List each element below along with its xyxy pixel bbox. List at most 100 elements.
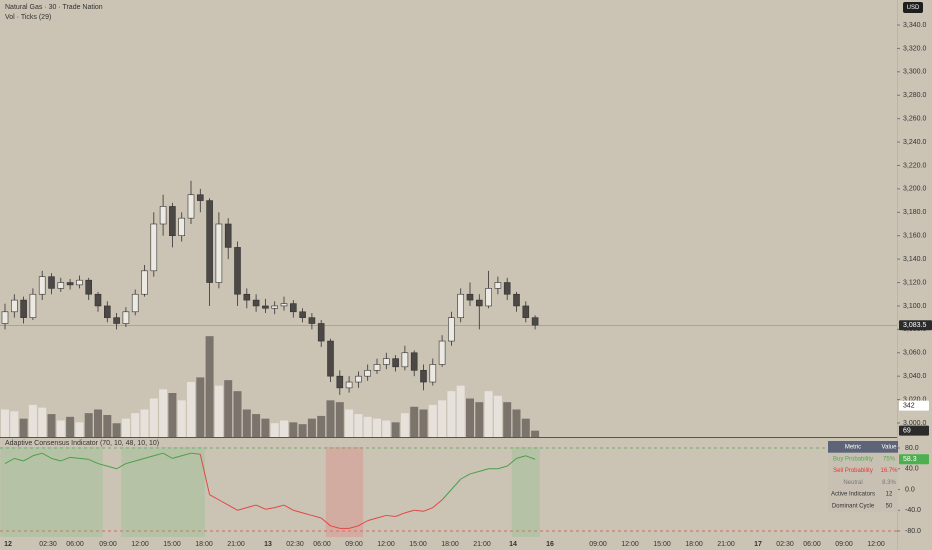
candle-body: [104, 305, 111, 318]
volume-bar: [484, 391, 493, 437]
volume-bar: [233, 391, 242, 437]
x-tick-label: 21:00: [227, 541, 245, 548]
volume-bar: [373, 418, 381, 437]
indicator-line: [302, 512, 313, 516]
volume-bar: [475, 402, 484, 437]
volume-bar: [196, 377, 205, 437]
y-tick-label: 3,320.0: [903, 45, 926, 52]
candle-body: [317, 323, 325, 342]
volume-bar: [242, 409, 251, 437]
volume-bar: [307, 418, 316, 437]
indicator-line: [97, 463, 108, 467]
volume-bar: [335, 402, 344, 437]
candle-body: [20, 299, 27, 318]
candle-body: [364, 370, 372, 377]
table-cell: Dominant Cycle: [832, 503, 875, 509]
x-tick-label: 06:00: [313, 541, 331, 548]
indicator-line: [14, 457, 24, 462]
candle-body: [11, 299, 18, 313]
bear-zone: [353, 447, 364, 537]
volume-bar: [140, 409, 149, 437]
candle-body: [234, 247, 241, 295]
volume-bar: [391, 422, 400, 437]
indicator-line: [246, 504, 257, 509]
x-tick-label: 02:30: [39, 541, 57, 548]
volume-bar: [168, 393, 177, 437]
y-tick-label: 3,160.0: [903, 233, 926, 240]
candle-body: [122, 311, 130, 324]
indicator-line: [88, 458, 99, 465]
bull-zone: [511, 447, 522, 537]
y-tick-label: 3,220.0: [903, 162, 926, 169]
volume-bar: [10, 411, 19, 437]
y-tick-label: 3,340.0: [903, 22, 926, 29]
bull-zone: [530, 447, 540, 537]
x-tick-label: 12:00: [621, 541, 639, 548]
volume-bar: [103, 415, 112, 437]
bull-zone: [9, 447, 19, 537]
y-tick-label: 3,020.0: [903, 396, 926, 403]
indicator-line: [107, 465, 117, 470]
x-tick-label: 17: [754, 541, 762, 548]
bull-zone: [195, 447, 205, 537]
currency-badge[interactable]: [903, 2, 923, 13]
chart-title: Natural Gas · 30 · Trade Nation: [5, 4, 103, 11]
candle-body: [457, 293, 465, 318]
volume-ma-box: [899, 400, 929, 411]
y-tick-label: 3,180.0: [903, 209, 926, 216]
volume-bar: [56, 420, 65, 437]
indicator-line: [144, 455, 154, 459]
indicator-line: [199, 454, 211, 495]
table-cell: 12: [886, 492, 893, 498]
candle-body: [280, 303, 288, 307]
y-tick-label: 3,100.0: [903, 303, 926, 310]
x-tick-label: 21:00: [717, 541, 735, 548]
bear-zone: [344, 447, 354, 537]
indicator-line: [367, 517, 378, 522]
table-cell: 75%: [883, 456, 896, 462]
bull-zone: [93, 447, 103, 537]
indicator-line: [348, 525, 359, 529]
indicator-line: [460, 473, 471, 480]
y-tick-label: 3,300.0: [903, 69, 926, 76]
volume-bar: [112, 423, 121, 437]
bull-zone: [167, 447, 178, 537]
indicator-line: [4, 457, 15, 464]
volume-bar: [261, 418, 270, 437]
indicator-line: [386, 514, 396, 517]
volume-bar: [438, 400, 447, 437]
indicator-line: [497, 465, 508, 470]
volume-bar: [149, 398, 158, 437]
volume-bar: [94, 409, 102, 437]
volume-last: 69: [903, 428, 911, 435]
table-header-bg: [828, 441, 898, 453]
x-tick-label: 13: [264, 541, 272, 548]
y-tick-label: 3,060.0: [903, 350, 926, 357]
bull-zone: [46, 447, 57, 537]
candle-body: [262, 305, 269, 309]
y-tick-label: -80.0: [905, 528, 921, 535]
candle-body: [289, 303, 297, 313]
indicator-last-box: [899, 454, 929, 465]
indicator-line: [293, 509, 303, 514]
candle-body: [448, 317, 455, 342]
x-tick-label: 16: [546, 541, 554, 548]
x-tick-label: 09:00: [835, 541, 853, 548]
candle-body: [522, 305, 530, 318]
indicator-line: [209, 494, 220, 501]
indicator-line: [255, 504, 266, 510]
indicator-line: [227, 504, 238, 511]
x-tick-label: 18:00: [195, 541, 213, 548]
candle-body: [466, 293, 474, 301]
volume-bar: [214, 385, 223, 437]
indicator-line: [162, 452, 173, 459]
bull-zone: [56, 447, 66, 537]
bull-zone: [74, 447, 85, 537]
volume-bar: [428, 404, 437, 437]
volume-bar: [270, 423, 279, 437]
candle-body: [215, 223, 223, 283]
bull-zone: [149, 447, 159, 537]
x-tick-label: 21:00: [473, 541, 491, 548]
table-cell: Sell Probability: [833, 468, 873, 474]
currency[interactable]: USD: [907, 5, 920, 11]
